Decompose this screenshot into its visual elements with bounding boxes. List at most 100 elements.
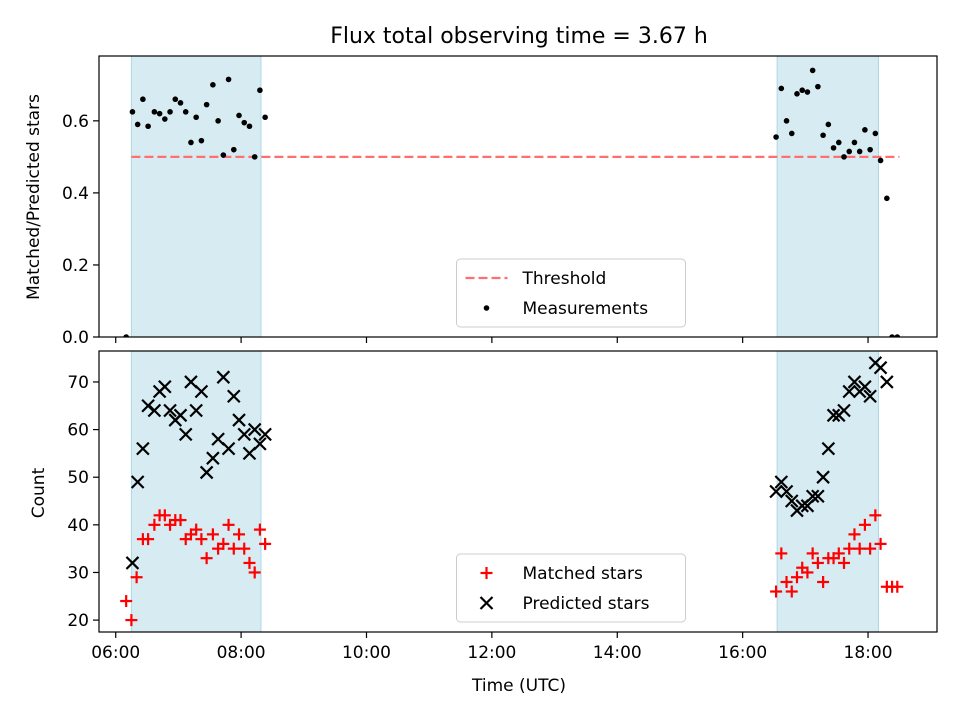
count-y-tick-label: 70	[67, 373, 89, 393]
measurement-point	[246, 123, 253, 130]
figure-title: Flux total observing time = 3.67 h	[330, 24, 708, 49]
legend-box	[456, 553, 686, 623]
legend-label: Predicted stars	[523, 594, 650, 614]
matched-star-point	[238, 542, 251, 555]
predicted-star-point	[842, 384, 857, 399]
predicted-star-point	[880, 375, 894, 389]
matched-star-point	[120, 595, 133, 608]
measurement-point	[193, 114, 199, 121]
measurement-point	[123, 334, 129, 337]
matched-star-point	[200, 552, 213, 565]
predicted-star-point	[774, 475, 789, 489]
x-tick-label: 14:00	[593, 643, 642, 663]
matched-star-point	[811, 556, 824, 569]
x-tick-label: 12:00	[467, 643, 516, 663]
measurement-point	[236, 112, 242, 119]
x-tick-label: 16:00	[718, 643, 767, 663]
predicted-star-point	[237, 427, 252, 442]
matched-star-point	[227, 542, 240, 555]
predicted-star-point	[199, 465, 214, 480]
predicted-star-point	[189, 403, 203, 418]
predicted-star-point	[847, 375, 862, 389]
matched-star-point	[785, 585, 798, 598]
ratio-observing-band-1	[130, 55, 262, 338]
x-tick-label: 18:00	[844, 643, 893, 663]
legend-box	[456, 258, 686, 328]
measurement-point	[794, 91, 800, 97]
predicted-star-point	[227, 389, 241, 404]
count-y-tick-label: 30	[67, 563, 89, 583]
predicted-star-point	[232, 413, 246, 427]
count-plot-area	[120, 356, 904, 627]
ratio-y-tick-label: 0.0	[62, 328, 89, 348]
legend-label: Measurements	[523, 299, 649, 319]
y-axis-label-count: Count	[29, 467, 49, 518]
ratio-plot-area	[123, 67, 901, 337]
matched-star-point	[259, 537, 272, 550]
legend-label: Threshold	[522, 269, 607, 289]
predicted-star-point	[837, 403, 851, 418]
ratio-y-tick-label: 0.6	[62, 112, 89, 132]
measurement-point	[167, 109, 173, 115]
measurement-point	[872, 130, 879, 137]
ratio-y-tick-label: 0.2	[62, 256, 89, 276]
measurement-point	[889, 334, 895, 337]
measurement-point	[825, 121, 832, 128]
measurement-point	[799, 87, 806, 94]
predicted-star-point	[873, 360, 888, 375]
measurement-point	[230, 146, 237, 153]
matched-star-point	[158, 509, 171, 522]
measurement-point	[804, 89, 811, 95]
matched-star-point	[874, 537, 887, 550]
matched-star-point	[222, 518, 235, 531]
measurement-point	[172, 96, 179, 103]
measurement-point	[846, 148, 853, 155]
ratio-panel: 0.0 0.2 0.4 0.6 Threshold Measurements	[62, 55, 938, 348]
ratio-y-tick-label: 0.4	[62, 184, 89, 204]
predicted-star-point	[858, 379, 872, 394]
measurement-point	[129, 109, 136, 115]
measurement-point	[778, 85, 785, 92]
measurement-point	[140, 96, 146, 103]
count-legend: Matched stars Predicted stars	[456, 553, 686, 623]
measurement-point	[257, 87, 263, 94]
measurement-point	[225, 76, 232, 83]
matched-star-point	[858, 518, 871, 531]
matched-star-point	[790, 571, 803, 584]
predicted-star-point	[216, 370, 231, 384]
predicted-star-point	[816, 470, 830, 484]
count-y-tick-label: 50	[67, 468, 89, 488]
matched-star-point	[148, 518, 161, 531]
count-y-tick-label: 20	[67, 611, 89, 631]
measurement-point	[877, 157, 884, 164]
measurement-point	[884, 195, 890, 202]
matched-star-point	[248, 566, 261, 579]
matched-star-point	[130, 571, 143, 584]
matched-star-point	[864, 542, 877, 555]
predicted-star-point	[147, 403, 162, 418]
predicted-star-point	[247, 422, 262, 437]
measurement-point	[241, 119, 248, 126]
matched-star-point	[142, 533, 155, 546]
measurement-point	[145, 123, 151, 130]
predicted-star-point	[863, 389, 877, 404]
predicted-star-point	[769, 484, 783, 499]
predicted-star-point	[258, 427, 272, 442]
measurement-point	[251, 154, 258, 160]
measurement-point	[188, 139, 194, 146]
matched-star-point	[817, 575, 830, 588]
measurement-point	[820, 132, 826, 139]
matched-star-point	[806, 547, 819, 560]
matched-star-point	[891, 580, 904, 593]
matched-star-point	[217, 537, 230, 550]
predicted-star-point	[784, 494, 799, 508]
count-observing-band-1	[130, 350, 262, 633]
measurement-point	[156, 110, 163, 117]
measurement-point	[210, 82, 216, 88]
matched-star-point	[174, 514, 187, 527]
measurement-point	[788, 130, 795, 137]
matched-star-point	[233, 528, 246, 541]
matched-star-point	[195, 533, 208, 546]
x-tick-label: 10:00	[342, 643, 391, 663]
predicted-star-point	[163, 403, 177, 418]
